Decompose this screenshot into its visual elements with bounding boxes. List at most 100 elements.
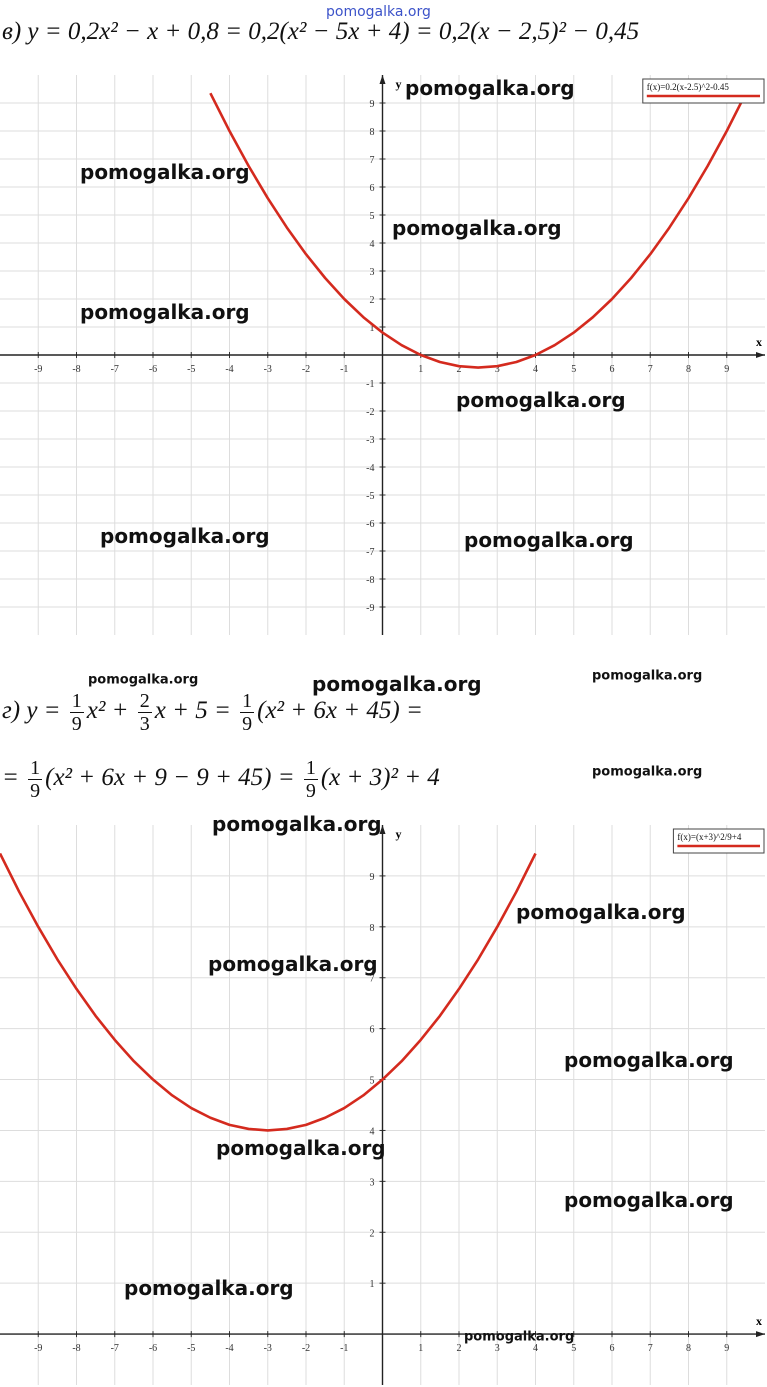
x-tick-label: -6 (149, 364, 157, 375)
watermark: pomogalka.org (212, 812, 382, 836)
x-tick-label: -1 (340, 364, 348, 375)
watermark: pomogalka.org (80, 300, 250, 324)
y-tick-label: 4 (370, 1126, 375, 1137)
numerator: 1 (28, 757, 43, 780)
x-tick-label: -3 (264, 364, 272, 375)
x-tick-label: 1 (418, 1343, 423, 1354)
y-tick-label: 2 (370, 295, 375, 306)
x-tick-label: 2 (457, 1343, 462, 1354)
y-arrow (379, 75, 386, 84)
x-tick-label: -3 (264, 1343, 272, 1354)
y-tick-label: 3 (370, 1177, 375, 1188)
formula-text: (x² + 6x + 45) = (257, 697, 423, 725)
denominator: 3 (139, 713, 150, 735)
watermark: pomogalka.org (564, 1188, 734, 1212)
y-tick-label: 2 (370, 1228, 375, 1239)
y-tick-label: 9 (370, 99, 375, 110)
legend-label: f(x)=(x+3)^2/9+4 (677, 832, 741, 842)
watermark: pomogalka.org (326, 4, 431, 20)
formula-text: в) y = 0,2x² − x + 0,8 = 0,2(x² − 5x + 4… (2, 18, 640, 45)
watermark: pomogalka.org (564, 1048, 734, 1072)
y-tick-label: 6 (370, 1025, 375, 1036)
x-tick-label: 2 (457, 364, 462, 375)
watermark: pomogalka.org (88, 672, 199, 688)
y-tick-label: -7 (366, 547, 374, 558)
x-tick-label: 7 (648, 1343, 653, 1354)
x-tick-label: -9 (34, 1343, 42, 1354)
denominator: 9 (305, 780, 316, 802)
x-tick-label: 6 (610, 1343, 615, 1354)
formula-text: (x² + 6x + 9 − 9 + 45) = (45, 764, 301, 792)
legend-box (672, 828, 765, 854)
x-tick-label: -7 (111, 364, 119, 375)
watermark: pomogalka.org (405, 76, 575, 100)
y-tick-label: -5 (366, 491, 374, 502)
y-tick-label: 8 (370, 923, 375, 934)
y-arrow (379, 825, 386, 834)
x-tick-label: 3 (495, 364, 500, 375)
y-tick-label: 6 (370, 183, 375, 194)
x-tick-label: -9 (34, 364, 42, 375)
x-tick-label: 4 (533, 364, 538, 375)
formula-text: = (2, 764, 26, 792)
x-tick-label: 7 (648, 364, 653, 375)
denominator: 9 (242, 713, 253, 735)
numerator: 2 (137, 690, 152, 713)
curve (209, 92, 748, 369)
x-tick-label: 4 (533, 1343, 538, 1354)
watermark: pomogalka.org (100, 524, 270, 548)
x-tick-label: 9 (724, 364, 729, 375)
numerator: 1 (240, 690, 255, 713)
y-tick-label: 5 (370, 211, 375, 222)
x-tick-label: 8 (686, 1343, 691, 1354)
x-tick-label: 5 (571, 1343, 576, 1354)
y-tick-label: 5 (370, 1076, 375, 1087)
curve (0, 852, 537, 1132)
formula-line: = 1 9 (x² + 6x + 9 − 9 + 45) = 1 9 (x + 3)² … (2, 757, 440, 802)
x-tick-label: -8 (72, 364, 80, 375)
y-tick-label: 1 (370, 323, 375, 334)
denominator: 9 (30, 780, 41, 802)
x-tick-label: -5 (187, 1343, 195, 1354)
formula-line: в) y = 0,2x² − x + 0,8 = 0,2(x² − 5x + 4… (2, 18, 639, 46)
watermark: pomogalka.org (592, 764, 703, 780)
y-tick-label: 8 (370, 127, 375, 138)
y-tick-label: -2 (366, 407, 374, 418)
watermark: pomogalka.org (80, 160, 250, 184)
x-tick-label: -2 (302, 364, 310, 375)
formula-text: (x + 3)² + 4 (320, 764, 440, 792)
x-tick-label: -7 (111, 1343, 119, 1354)
x-tick-label: 6 (610, 364, 615, 375)
y-tick-label: 9 (370, 872, 375, 883)
x-tick-label: -2 (302, 1343, 310, 1354)
x-axis-label: x (756, 335, 762, 349)
watermark: pomogalka.org (516, 900, 686, 924)
x-tick-label: 8 (686, 364, 691, 375)
numerator: 1 (303, 757, 318, 780)
y-tick-label: 7 (370, 155, 375, 166)
x-tick-label: -4 (225, 1343, 233, 1354)
y-axis-label: y (396, 77, 402, 91)
y-tick-label: 1 (370, 1279, 375, 1290)
watermark: pomogalka.org (312, 672, 482, 696)
y-tick-label: -3 (366, 435, 374, 446)
y-tick-label: 7 (370, 974, 375, 985)
legend-label: f(x)=0.2(x-2.5)^2-0.45 (647, 82, 730, 92)
watermark: pomogalka.org (124, 1276, 294, 1300)
watermark: pomogalka.org (392, 216, 562, 240)
x-arrow (756, 352, 765, 358)
watermark: pomogalka.org (208, 952, 378, 976)
numerator: 1 (69, 690, 84, 713)
watermark: pomogalka.org (464, 528, 634, 552)
x-tick-label: 3 (495, 1343, 500, 1354)
y-tick-label: -4 (366, 463, 374, 474)
legend-box (642, 78, 765, 104)
x-tick-label: 1 (418, 364, 423, 375)
y-tick-label: -8 (366, 575, 374, 586)
watermark: pomogalka.org (592, 668, 703, 684)
